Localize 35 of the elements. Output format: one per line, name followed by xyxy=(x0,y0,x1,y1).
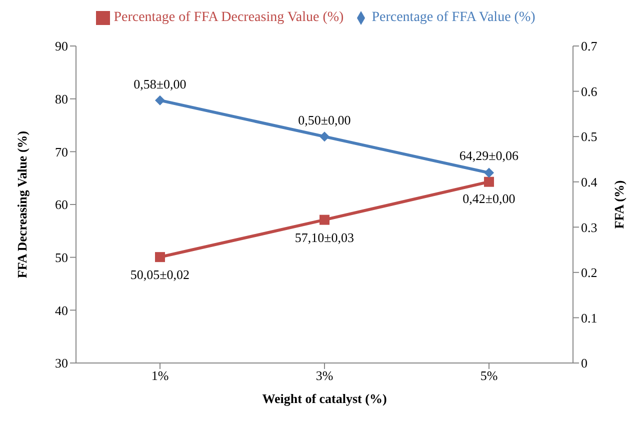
data-label: 64,29±0,06 xyxy=(459,148,520,163)
y2-tick-label: 0.1 xyxy=(581,310,598,326)
y2-tick-label: 0.5 xyxy=(581,129,598,144)
y-axis-title: FFA Decreasing Value (%) xyxy=(14,130,30,278)
data-label: 50,05±0,02 xyxy=(130,267,190,282)
y2-tick-label: 0.4 xyxy=(581,174,598,190)
point xyxy=(320,132,330,142)
y2-tick-label: 0 xyxy=(581,356,588,371)
y2-axis-title: FFA (%) xyxy=(612,180,627,229)
y-tick-label: 50 xyxy=(55,250,68,265)
data-label: 0,58±0,00 xyxy=(134,76,186,92)
y-tick-label: 30 xyxy=(55,356,68,371)
data-label: 0,50±0,00 xyxy=(298,112,351,128)
y2-tick-label: 0.6 xyxy=(581,84,598,99)
point xyxy=(155,252,165,262)
data-label: 0,42±0,00 xyxy=(462,190,516,206)
point xyxy=(320,214,330,225)
legend-label: Percentage of FFA Value (%) xyxy=(372,10,536,25)
y-tick-label: 70 xyxy=(55,144,68,160)
point xyxy=(155,95,165,106)
y2-tick-label: 0.3 xyxy=(581,220,598,235)
x-tick-label: 5% xyxy=(480,368,498,384)
y-tick-label: 80 xyxy=(55,91,68,106)
point xyxy=(484,168,494,178)
x-tick-label: 1% xyxy=(151,368,169,384)
y2-tick-label: 0.2 xyxy=(581,265,598,280)
y2-tick-label: 0.7 xyxy=(581,38,598,54)
legend-label: Percentage of FFA Decreasing Value (%) xyxy=(114,10,344,25)
y-tick-label: 60 xyxy=(55,197,68,212)
y-tick-label: 90 xyxy=(55,38,68,54)
point xyxy=(484,176,494,187)
x-tick-label: 3% xyxy=(316,368,334,384)
y-tick-label: 40 xyxy=(55,302,68,318)
x-axis-title: Weight of catalyst (%) xyxy=(262,391,387,406)
data-label: 57,10±0,03 xyxy=(294,230,354,245)
